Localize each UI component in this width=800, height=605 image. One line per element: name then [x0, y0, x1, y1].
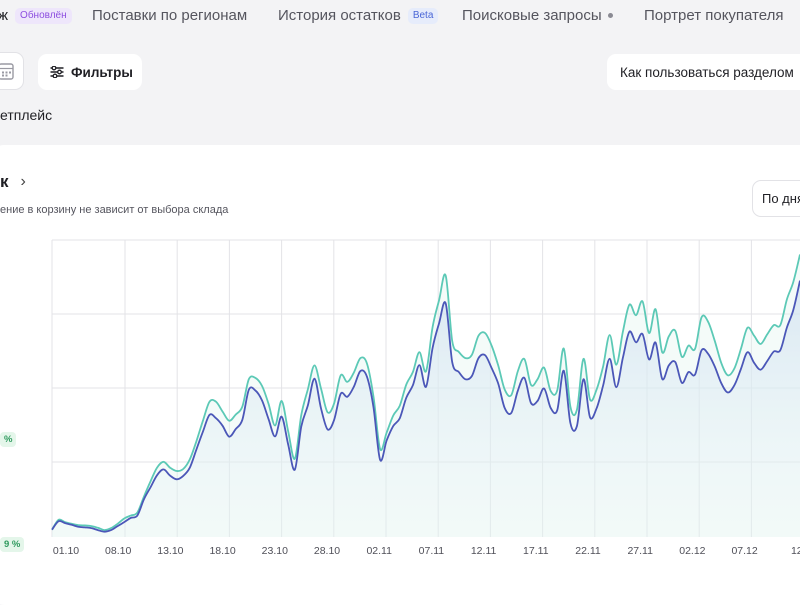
chevron-right-icon: ›	[20, 173, 26, 190]
tab-buyer-portrait[interactable]: Портрет покупателя	[644, 7, 783, 24]
updated-badge: Обновлён	[15, 7, 72, 24]
line-chart: 01.10 08.10 13.10 18.10 23.10 28.10 02.11 07.11…	[51, 239, 800, 557]
tab-label: Поисковые запросы	[462, 7, 602, 24]
x-tick-label: 12.11	[471, 545, 497, 557]
beta-badge: Beta	[407, 7, 439, 24]
chart-series	[51, 254, 800, 537]
x-tick-label: 07.12	[731, 545, 757, 557]
period-label: По дня	[762, 191, 800, 206]
x-axis: 01.10 08.10 13.10 18.10 23.10 28.10 02.11 07.11…	[53, 545, 800, 557]
tab-search-queries[interactable]: Поисковые запросы	[462, 7, 613, 24]
tab-label: Поставки по регионам	[92, 7, 248, 24]
help-button[interactable]: Как пользоваться разделом	[607, 54, 800, 90]
x-tick-label: 02.12	[679, 545, 705, 557]
x-tick-label: 08.10	[105, 545, 131, 557]
x-tick-label: 18.10	[209, 545, 235, 557]
tab-label: Портрет покупателя	[644, 7, 784, 24]
x-tick-label: 02.11	[366, 545, 392, 557]
marketplace-label: етплейс	[0, 107, 53, 123]
tab-supplies-by-region[interactable]: Поставки по регионам	[92, 7, 247, 24]
x-tick-label: 22.11	[575, 545, 601, 557]
x-tick-label: 17.11	[523, 545, 549, 557]
series-area-fill	[52, 254, 800, 537]
card-title-text: к	[0, 172, 9, 191]
x-tick-label: 23.10	[262, 545, 288, 557]
tab-label: История остатков	[278, 7, 401, 24]
help-label: Как пользоваться разделом	[620, 64, 794, 80]
filters-button[interactable]: Фильтры	[38, 54, 142, 90]
x-tick-label: 28.10	[314, 545, 340, 557]
series-area-fill	[52, 280, 800, 537]
metric-percent-badge: 9 %	[0, 537, 25, 552]
calendar-icon	[0, 63, 14, 80]
tab-stock-history[interactable]: История остатков Beta	[278, 7, 439, 24]
metric-percent-badge: %	[0, 432, 17, 447]
top-navigation: ж Обновлён Поставки по регионам История …	[0, 0, 800, 32]
series-line-teal	[51, 254, 800, 532]
x-tick-label: 12	[791, 545, 800, 557]
series-line-blue	[51, 280, 800, 533]
tab-current[interactable]: ж Обновлён	[0, 7, 72, 24]
new-indicator-icon	[607, 13, 613, 18]
x-tick-label: 07.11	[419, 545, 445, 557]
x-tick-label: 27.11	[627, 545, 653, 557]
x-tick-label: 13.10	[157, 545, 183, 557]
filter-sliders-icon	[50, 66, 64, 78]
card-title[interactable]: к ›	[0, 172, 26, 192]
x-tick-label: 01.10	[53, 545, 79, 557]
calendar-button[interactable]	[0, 52, 24, 90]
period-dropdown[interactable]: По дня	[752, 180, 800, 217]
card-subtitle: ение в корзину не зависит от выбора скла…	[0, 204, 229, 216]
filters-label: Фильтры	[71, 64, 133, 80]
tab-label: ж	[0, 7, 9, 24]
